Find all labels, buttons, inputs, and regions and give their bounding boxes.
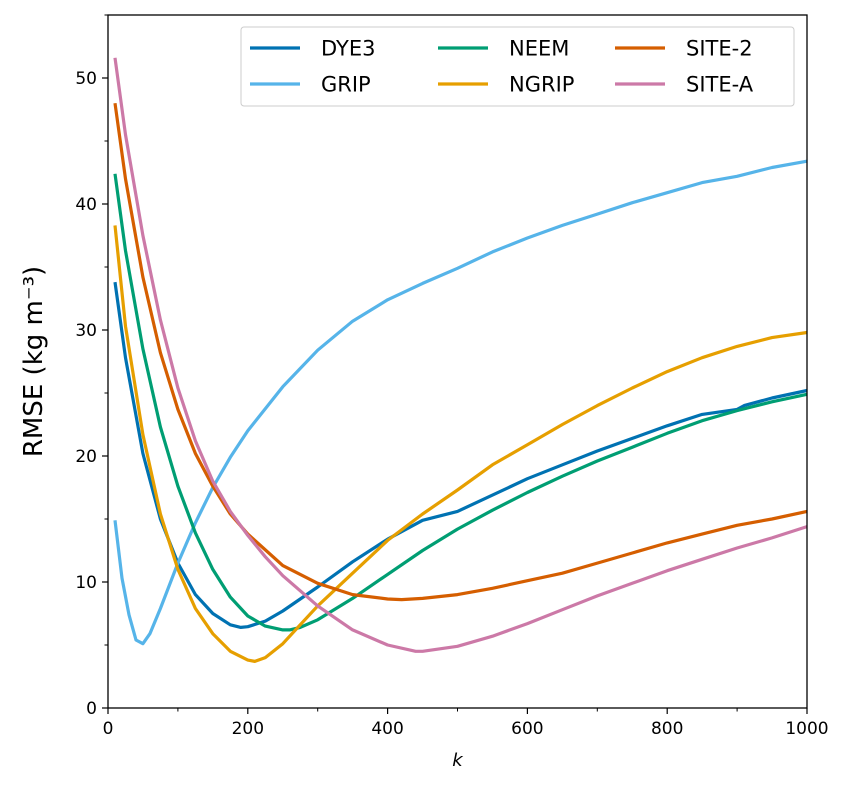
x-tick-label: 200 <box>232 719 264 739</box>
y-tick-label: 10 <box>75 573 97 593</box>
legend-label-ngrip: NGRIP <box>509 73 574 97</box>
series-line-ngrip <box>113 225 808 664</box>
series-layer <box>113 57 808 664</box>
legend-label-site-a: SITE-A <box>686 73 754 97</box>
x-tick-label: 400 <box>371 719 403 739</box>
y-tick-label: 0 <box>86 699 97 719</box>
y-tick-label: 50 <box>75 69 97 89</box>
y-tick-label: 40 <box>75 195 97 215</box>
legend-label-grip: GRIP <box>321 73 371 97</box>
plot-frame <box>107 14 808 709</box>
series-line-site-a <box>113 57 808 653</box>
y-axis-label: RMSE (kg m⁻³) <box>19 266 49 457</box>
x-tick-label: 800 <box>651 719 683 739</box>
series-line-site-2 <box>113 102 808 602</box>
series-line-neem <box>113 173 808 632</box>
legend-label-neem: NEEM <box>509 37 569 61</box>
legend: DYE3 GRIP NEEM NGRIP SITE-2 SITE-A <box>240 26 795 107</box>
y-tick-label: 20 <box>75 447 97 467</box>
legend-label-site-2: SITE-2 <box>686 37 753 61</box>
ticks-layer: 0 200 400 600 800 1000 0 10 20 30 40 50 <box>75 14 829 739</box>
legend-items: DYE3 GRIP NEEM NGRIP SITE-2 SITE-A <box>250 37 754 97</box>
series-line-dye3 <box>113 281 808 630</box>
x-axis-label: k <box>452 750 464 771</box>
series-line-grip <box>113 159 808 646</box>
x-tick-label: 1000 <box>785 719 828 739</box>
x-tick-label: 600 <box>511 719 543 739</box>
y-tick-label: 30 <box>75 321 97 341</box>
legend-label-dye3: DYE3 <box>321 37 375 61</box>
x-tick-label: 0 <box>103 719 114 739</box>
